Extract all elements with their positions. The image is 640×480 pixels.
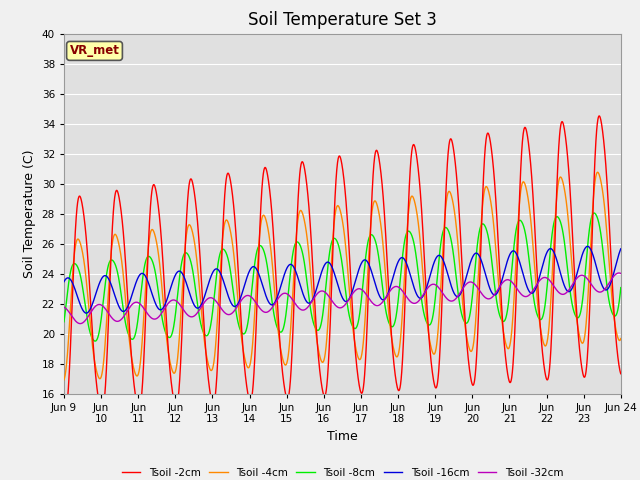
Tsoil -32cm	[617, 270, 625, 276]
Tsoil -32cm	[397, 286, 404, 292]
Tsoil -8cm	[617, 285, 625, 290]
Tsoil -16cm	[584, 243, 591, 249]
Tsoil -4cm	[406, 196, 414, 202]
Tsoil -8cm	[590, 210, 598, 216]
Tsoil -32cm	[617, 271, 625, 276]
Legend: Tsoil -2cm, Tsoil -4cm, Tsoil -8cm, Tsoil -16cm, Tsoil -32cm: Tsoil -2cm, Tsoil -4cm, Tsoil -8cm, Tsoi…	[118, 464, 567, 480]
Tsoil -16cm	[397, 255, 404, 261]
Tsoil -4cm	[617, 336, 625, 341]
Tsoil -2cm	[595, 113, 603, 119]
Tsoil -2cm	[180, 291, 188, 297]
Title: Soil Temperature Set 3: Soil Temperature Set 3	[248, 11, 437, 29]
Tsoil -32cm	[406, 299, 414, 304]
Tsoil -32cm	[564, 288, 572, 294]
Tsoil -2cm	[216, 312, 223, 317]
Tsoil -2cm	[61, 412, 68, 418]
Tsoil -16cm	[617, 246, 625, 252]
Tsoil -8cm	[216, 252, 223, 258]
Text: VR_met: VR_met	[70, 44, 120, 58]
Tsoil -8cm	[180, 253, 188, 259]
Tsoil -4cm	[617, 336, 625, 342]
Tsoil -8cm	[397, 271, 404, 276]
Tsoil -8cm	[60, 319, 68, 324]
Tsoil -4cm	[564, 213, 572, 219]
Tsoil -32cm	[76, 321, 84, 326]
X-axis label: Time: Time	[327, 430, 358, 443]
Tsoil -8cm	[564, 271, 572, 276]
Tsoil -8cm	[617, 286, 625, 292]
Tsoil -16cm	[216, 269, 223, 275]
Line: Tsoil -16cm: Tsoil -16cm	[64, 246, 621, 313]
Tsoil -8cm	[92, 338, 99, 344]
Tsoil -32cm	[180, 307, 188, 312]
Line: Tsoil -8cm: Tsoil -8cm	[64, 213, 621, 341]
Tsoil -32cm	[60, 304, 68, 310]
Tsoil -8cm	[406, 230, 414, 236]
Tsoil -4cm	[179, 269, 187, 275]
Tsoil -2cm	[617, 371, 625, 376]
Tsoil -4cm	[60, 377, 68, 383]
Tsoil -2cm	[406, 162, 414, 168]
Tsoil -2cm	[617, 371, 625, 377]
Tsoil -16cm	[83, 310, 90, 316]
Tsoil -4cm	[594, 169, 602, 175]
Tsoil -32cm	[615, 270, 623, 276]
Tsoil -16cm	[406, 273, 414, 279]
Line: Tsoil -2cm: Tsoil -2cm	[64, 116, 621, 415]
Tsoil -4cm	[216, 281, 223, 287]
Tsoil -2cm	[397, 379, 404, 385]
Tsoil -16cm	[60, 279, 68, 285]
Y-axis label: Soil Temperature (C): Soil Temperature (C)	[23, 149, 36, 278]
Tsoil -2cm	[564, 159, 572, 165]
Tsoil -16cm	[617, 246, 625, 252]
Tsoil -2cm	[60, 411, 68, 417]
Tsoil -4cm	[397, 334, 404, 340]
Tsoil -16cm	[564, 288, 572, 294]
Line: Tsoil -4cm: Tsoil -4cm	[64, 172, 621, 380]
Line: Tsoil -32cm: Tsoil -32cm	[64, 273, 621, 324]
Tsoil -16cm	[180, 273, 188, 278]
Tsoil -32cm	[216, 303, 223, 309]
